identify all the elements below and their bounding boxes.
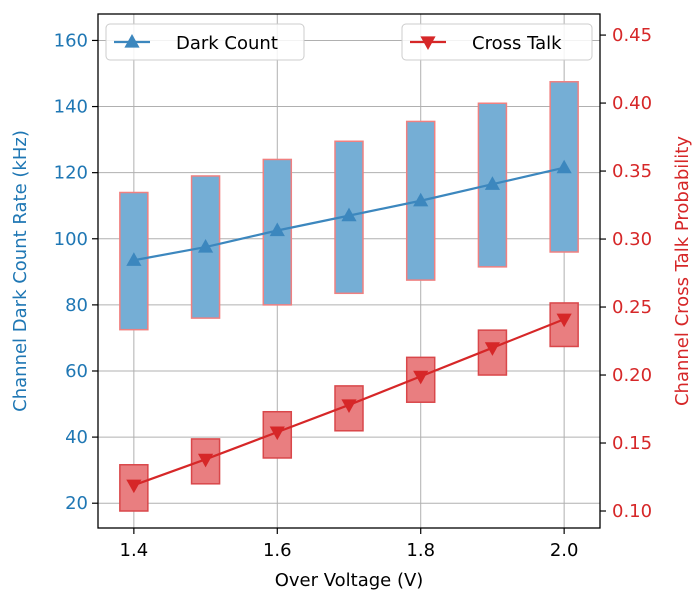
plot-frame <box>97 13 601 529</box>
legend-frame <box>401 23 593 61</box>
y-left-tick-label: 20 <box>65 493 88 514</box>
y-right-tick-label: 0.30 <box>612 229 652 250</box>
data-point-dark-count <box>556 159 572 174</box>
data-point-cross-talk <box>484 342 501 356</box>
data-point-dark-count <box>484 176 501 190</box>
y-axis-left: 20 40 60 80 100 120 140 160 <box>54 30 98 514</box>
y-axis-left-label: Channel Dark Count Rate (kHz) <box>10 130 31 412</box>
legend-marker-cross-talk <box>420 36 436 50</box>
y-left-tick-label: 60 <box>65 361 88 382</box>
data-point-cross-talk <box>556 313 572 328</box>
x-tick-label: 1.6 <box>263 540 292 561</box>
series-lines <box>126 159 572 494</box>
x-axis-label: Over Voltage (V) <box>275 570 424 591</box>
legend-label-dark-count: Dark Count <box>176 33 278 54</box>
y-right-tick-label: 0.35 <box>612 161 652 182</box>
data-point-cross-talk <box>413 370 429 385</box>
y-right-tick-label: 0.45 <box>612 25 652 46</box>
y-right-tick-label: 0.25 <box>612 297 652 318</box>
data-point-cross-talk <box>341 399 357 413</box>
data-point-dark-count <box>197 239 214 253</box>
y-left-tick-label: 80 <box>65 295 88 316</box>
legend-cross-talk: Cross Talk <box>401 23 593 61</box>
legend-dark-count: Dark Count <box>105 23 305 61</box>
y-left-tick-label: 40 <box>65 427 88 448</box>
data-point-dark-count <box>341 207 357 222</box>
y-left-tick-label: 120 <box>54 163 88 184</box>
data-point-dark-count <box>269 222 285 237</box>
data-point-cross-talk <box>269 426 285 441</box>
legend-frame <box>105 23 305 61</box>
x-tick-label: 1.8 <box>406 540 435 561</box>
y-axis-right: 0.10 0.15 0.20 0.25 0.30 0.35 0.40 0.45 <box>600 25 652 522</box>
y-left-tick-label: 160 <box>54 30 88 51</box>
legend-marker-dark-count <box>124 34 140 48</box>
data-point-cross-talk <box>126 479 142 494</box>
y-right-tick-label: 0.15 <box>612 433 652 454</box>
data-point-cross-talk <box>197 453 214 468</box>
data-point-dark-count <box>126 252 142 266</box>
legend-label-cross-talk: Cross Talk <box>472 33 562 54</box>
y-axis-right-label: Channel Cross Talk Probability <box>672 136 692 406</box>
y-left-tick-label: 140 <box>54 97 88 118</box>
x-tick-label: 2.0 <box>550 540 579 561</box>
y-left-tick-label: 100 <box>54 229 88 250</box>
x-tick-label: 1.4 <box>120 540 149 561</box>
y-right-tick-label: 0.10 <box>612 501 652 522</box>
y-right-tick-label: 0.20 <box>612 365 652 386</box>
data-point-dark-count <box>413 192 429 207</box>
range-boxes <box>119 81 579 512</box>
x-axis: 1.4 1.6 1.8 2.0 <box>120 528 579 561</box>
y-right-tick-label: 0.40 <box>612 93 652 114</box>
